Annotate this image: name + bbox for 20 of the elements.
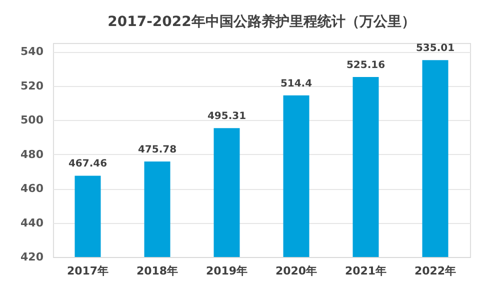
x-tick-label: 2019年 [206, 264, 248, 278]
data-label: 467.46 [68, 158, 108, 170]
data-label: 535.01 [416, 43, 455, 54]
y-tick-label: 500 [20, 114, 44, 127]
y-tick-label: 420 [20, 250, 44, 264]
y-tick-label: 460 [20, 182, 44, 196]
y-tick-label: 520 [20, 79, 44, 92]
y-tick-label: 440 [20, 216, 44, 230]
data-label: 525.16 [346, 60, 386, 71]
data-label: 495.31 [207, 111, 246, 122]
x-tick-label: 2020年 [275, 264, 318, 278]
y-tick-label: 540 [20, 45, 44, 58]
x-tick-label: 2017年 [66, 264, 109, 278]
x-tick-label: 2022年 [414, 264, 456, 278]
y-tick-label: 480 [20, 148, 44, 161]
x-tick-label: 2018年 [136, 264, 178, 278]
data-label: 475.78 [138, 144, 177, 156]
x-tick-label: 2021年 [344, 264, 387, 278]
data-label: 514.4 [280, 78, 312, 90]
chart-title: 2017-2022年中国公路养护里程统计（万公里） [108, 13, 416, 30]
